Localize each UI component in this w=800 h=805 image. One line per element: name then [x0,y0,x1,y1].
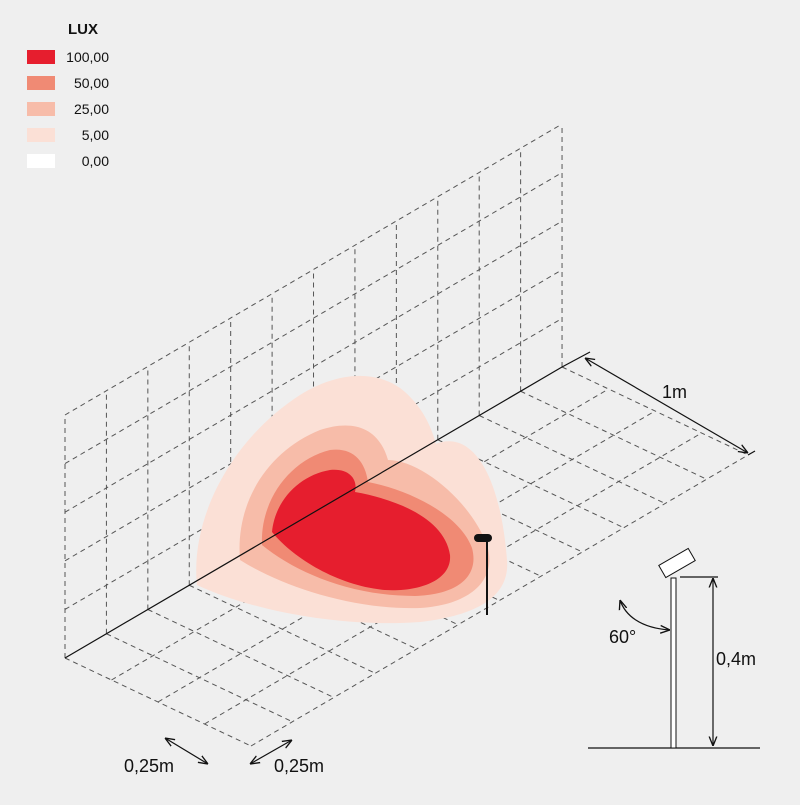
grid-line [64,220,563,513]
legend-swatch [27,50,55,64]
ext-line [747,450,756,456]
grid-line [64,172,563,465]
dim-label: 0,25m [124,756,174,776]
small-luminaire [474,534,492,615]
legend-label: 50,00 [74,75,109,91]
dim-line [585,358,748,453]
legend-swatch [27,154,55,168]
legend-label: 100,00 [66,49,109,65]
dim-line [250,740,292,764]
grid-line [111,388,609,681]
dim-line [165,738,208,764]
legend-label: 5,00 [82,127,109,143]
legend-swatch [27,102,55,116]
legend-label: 25,00 [74,101,109,117]
grid-line [437,439,624,529]
ext-line [561,351,591,368]
grid-line [189,584,376,674]
grid-line [147,609,335,698]
grid-line [204,432,702,725]
grid-line [64,123,563,416]
legend: 100,00 50,00 25,00 5,00 0,00 [27,49,109,169]
dim-label: 0,4m [716,649,756,669]
legend-swatch [27,76,55,90]
grid-line [64,269,563,562]
grid-line [520,390,707,480]
contours [196,375,508,624]
grid-line [157,410,656,703]
legend-swatch [27,128,55,142]
angle-label: 60° [609,627,636,647]
grid-line [561,366,749,456]
contour [272,469,451,591]
legend-label: 0,00 [82,153,109,169]
legend-title: LUX [68,21,98,38]
wall-base [64,366,563,659]
grid-line [64,317,563,610]
dim-label: 0,25m [274,756,324,776]
grid-line [250,454,749,747]
dim-label: 1m [662,382,687,402]
luminaire-detail [588,547,760,749]
